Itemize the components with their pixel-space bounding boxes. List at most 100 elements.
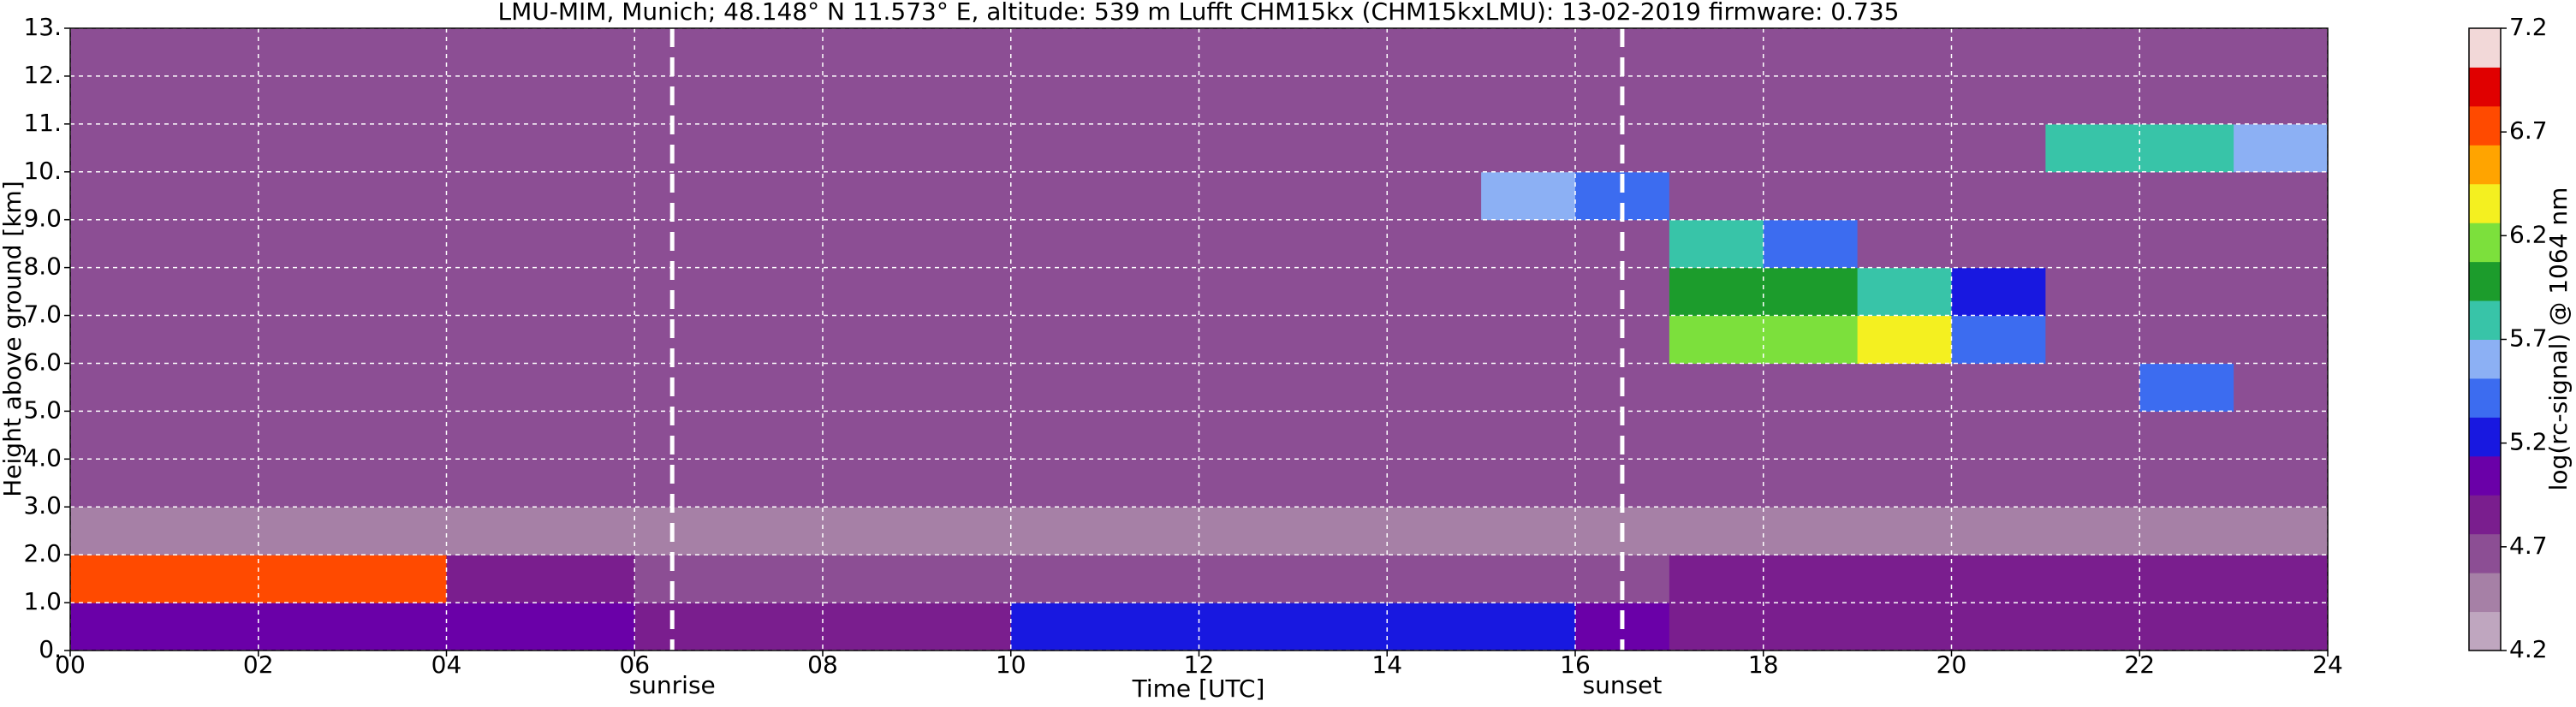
heatmap-cell [823, 507, 918, 556]
heatmap-cell [1481, 267, 1576, 317]
heatmap-cell [1010, 28, 1106, 77]
heatmap-cell [540, 315, 635, 364]
heatmap-cell [1763, 411, 1859, 460]
heatmap-cell [634, 507, 729, 556]
heatmap-cell [2234, 171, 2329, 221]
heatmap-cell [1199, 267, 1294, 317]
heatmap-cell [2045, 555, 2140, 603]
heatmap-cell [446, 363, 541, 412]
heatmap-cell [1104, 315, 1199, 364]
heatmap-cell [634, 363, 729, 412]
heatmap-cell [1763, 75, 1859, 125]
heatmap-cell [1387, 459, 1482, 508]
heatmap-cell [1104, 28, 1199, 77]
colorbar-tick-label: 6.7 [2509, 116, 2548, 145]
colorbar-segment [2469, 67, 2501, 107]
heatmap-cell [1293, 411, 1388, 460]
heatmap-cell [916, 123, 1012, 173]
heatmap-cell [2234, 507, 2329, 556]
heatmap-cell [1387, 603, 1482, 651]
heatmap-cell [1104, 123, 1199, 173]
heatmap-cell [2234, 555, 2329, 603]
heatmap-cell [352, 411, 447, 460]
heatmap-cell [446, 75, 541, 125]
heatmap-cell [2045, 28, 2140, 77]
heatmap-cell [258, 363, 354, 412]
heatmap-cell [2139, 363, 2234, 412]
heatmap-cell [446, 411, 541, 460]
heatmap-cell [1199, 123, 1294, 173]
heatmap-cell [1010, 363, 1106, 412]
heatmap-cell [1763, 507, 1859, 556]
heatmap-cell [823, 171, 918, 221]
heatmap-cell [823, 603, 918, 651]
heatmap-cell [2139, 28, 2234, 77]
heatmap-cell [1763, 28, 1859, 77]
heatmap-cell [258, 411, 354, 460]
heatmap-cell [1669, 171, 1764, 221]
plot-frame [69, 27, 2329, 651]
heatmap-cell [164, 507, 259, 556]
heatmap-cell [1010, 267, 1106, 317]
heatmap-cell [1387, 219, 1482, 269]
heatmap-cell [1387, 75, 1482, 125]
heatmap-cell [1199, 171, 1294, 221]
heatmap-cell [1763, 219, 1859, 269]
heatmap-cell [1857, 507, 1952, 556]
heatmap-cell [352, 459, 447, 508]
heatmap-cell [1010, 603, 1106, 651]
heatmap-cell [1763, 603, 1859, 651]
colorbar-segment [2469, 223, 2501, 263]
heatmap-cell [1104, 555, 1199, 603]
heatmap-cell [729, 363, 824, 412]
heatmap-cell [70, 459, 165, 508]
x-tick-label: 16 [1560, 651, 1591, 679]
heatmap-cell [2234, 411, 2329, 460]
heatmap-cell [634, 603, 729, 651]
heatmap-cell [634, 555, 729, 603]
heatmap-cell [164, 123, 259, 173]
heatmap-cell [2045, 123, 2140, 173]
heatmap-cell [164, 411, 259, 460]
heatmap-cell [634, 171, 729, 221]
heatmap-cell [70, 507, 165, 556]
heatmap-cell [540, 411, 635, 460]
heatmap-cell [1857, 555, 1952, 603]
heatmap-cell [258, 75, 354, 125]
heatmap-cell [916, 603, 1012, 651]
heatmap-cell [916, 555, 1012, 603]
heatmap-cell [1199, 75, 1294, 125]
heatmap-cell [1293, 28, 1388, 77]
colorbar-segment [2469, 105, 2501, 146]
heatmap-cell [164, 315, 259, 364]
heatmap-cell [1857, 267, 1952, 317]
heatmap-cell [70, 123, 165, 173]
x-tick-label: 14 [1371, 651, 1402, 679]
heatmap-cell [1293, 267, 1388, 317]
heatmap-cell [634, 28, 729, 77]
heatmap-cell [729, 123, 824, 173]
heatmap-cell [446, 603, 541, 651]
heatmap-cell [1104, 75, 1199, 125]
heatmap-cell [1387, 28, 1482, 77]
heatmap-cell [1010, 459, 1106, 508]
heatmap-cell [1857, 123, 1952, 173]
heatmap-cell [2234, 219, 2329, 269]
heatmap-cell [540, 507, 635, 556]
heatmap-cell [1104, 507, 1199, 556]
heatmap-cell [729, 28, 824, 77]
heatmap-cell [164, 75, 259, 125]
heatmap-cell [1010, 123, 1106, 173]
heatmap-cell [1669, 315, 1764, 364]
colorbar-segment [2469, 339, 2501, 379]
heatmap-cell [1104, 363, 1199, 412]
heatmap-cell [540, 459, 635, 508]
heatmap-cell [823, 28, 918, 77]
colorbar-label: log(rc-signal) @ 1064 nm [2544, 187, 2573, 491]
x-tick-label: 04 [431, 651, 462, 679]
heatmap-cell [446, 267, 541, 317]
heatmap-cell [1293, 459, 1388, 508]
heatmap-cell [1669, 555, 1764, 603]
heatmap-cell [1857, 75, 1952, 125]
heatmap-cell [2045, 315, 2140, 364]
